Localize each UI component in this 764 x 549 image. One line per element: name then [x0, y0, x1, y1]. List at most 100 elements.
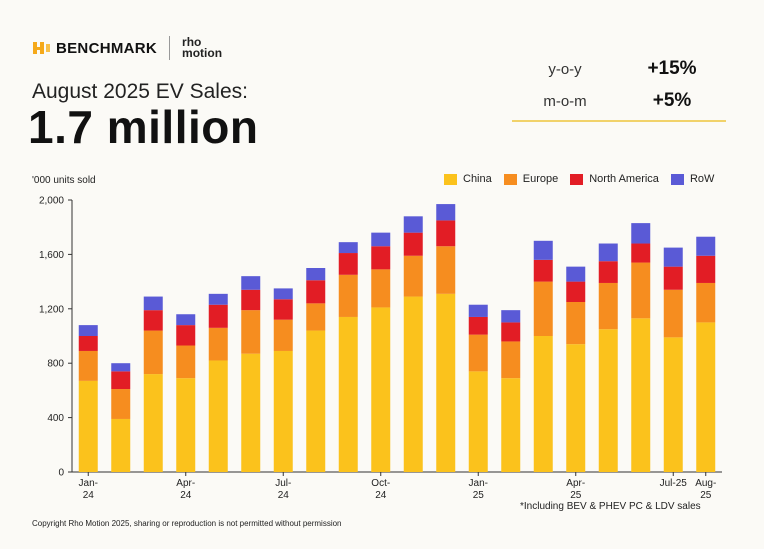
rho-motion-wordmark: rho motion [182, 35, 223, 60]
bar-segment-china [696, 322, 716, 472]
y-tick-label: 1,600 [39, 250, 64, 261]
bar-segment-china [468, 371, 488, 472]
brand-logos: BENCHMARK rho motion [32, 36, 222, 60]
bar-segment-north-america [501, 322, 521, 342]
bar-segment-europe [696, 282, 716, 323]
bar-segment-china [566, 344, 586, 472]
bar-segment-row [403, 216, 423, 233]
bar-segment-china [533, 336, 553, 472]
page-subtitle: August 2025 EV Sales: [32, 80, 248, 103]
bar-segment-china [663, 337, 683, 472]
x-tick-label: 24 [83, 490, 95, 501]
kpi-label: m-o-m [543, 92, 587, 110]
bar-segment-europe [273, 319, 293, 351]
bar-segment-europe [403, 255, 423, 297]
bar-segment-row [566, 266, 586, 282]
x-tick-label: 24 [278, 490, 290, 501]
bar-segment-china [436, 293, 456, 472]
bar-segment-europe [566, 302, 586, 345]
kpi-row-mom: m-o-m +5% [512, 86, 726, 116]
bar-segment-china [306, 330, 326, 472]
bar-segment-north-america [371, 246, 391, 270]
bar-segment-europe [338, 274, 358, 317]
bar-segment-europe [143, 330, 163, 375]
footnote: *Including BEV & PHEV PC & LDV sales [520, 501, 701, 512]
bar-segment-europe [371, 269, 391, 308]
bar-segment-north-america [533, 259, 553, 282]
bar-segment-europe [208, 327, 228, 361]
x-tick-label: 25 [700, 490, 712, 501]
bar-segment-europe [501, 341, 521, 379]
bar-segment-china [176, 378, 196, 472]
x-tick-label: 24 [180, 490, 192, 501]
bar-segment-europe [533, 281, 553, 336]
legend-label: RoW [689, 173, 715, 185]
legend-label: Europe [522, 173, 559, 185]
legend-item-north-america: North America [570, 173, 659, 185]
legend-swatch [570, 173, 584, 185]
x-tick-label: Jul-25 [660, 478, 688, 489]
bar-segment-china [241, 353, 261, 472]
x-tick-label: 25 [473, 490, 485, 501]
bar-segment-north-america [306, 280, 326, 304]
bar-segment-row [306, 268, 326, 281]
kpi-label: y-o-y [548, 60, 582, 78]
bar-segment-china [598, 329, 618, 472]
rho-line2: motion [182, 46, 223, 60]
bar-segment-europe [598, 282, 618, 330]
x-tick-label: Jan- [469, 478, 488, 489]
bar-segment-north-america [403, 232, 423, 256]
bar-segment-north-america [696, 255, 716, 283]
bar-segment-row [533, 240, 553, 260]
kpi-panel: y-o-y +15% m-o-m +5% [512, 54, 726, 122]
bar-segment-north-america [338, 253, 358, 275]
bar-segment-china [78, 380, 98, 472]
bar-segment-china [403, 296, 423, 472]
bar-segment-row [501, 310, 521, 323]
bar-segment-europe [306, 303, 326, 331]
bar-segment-row [338, 242, 358, 254]
bar-segment-europe [78, 350, 98, 381]
kpi-value: +15% [647, 58, 697, 79]
copyright-notice: Copyright Rho Motion 2025, sharing or re… [32, 519, 342, 528]
bar-segment-north-america [598, 261, 618, 283]
headline-total: 1.7 million [28, 101, 259, 153]
bar-segment-row [208, 293, 228, 305]
y-tick-label: 1,200 [39, 304, 64, 315]
x-tick-label: 25 [570, 490, 582, 501]
legend-item-europe: Europe [503, 173, 559, 185]
benchmark-wordmark: BENCHMARK [56, 39, 158, 57]
bar-segment-china [338, 316, 358, 472]
x-tick-label: Apr- [176, 478, 195, 489]
x-tick-label: Oct- [371, 478, 390, 489]
bar-segment-north-america [78, 336, 98, 351]
bar-segment-north-america [111, 371, 131, 390]
bar-segment-row [176, 314, 196, 326]
legend-item-row: RoW [670, 173, 715, 185]
logo-divider [169, 36, 171, 60]
bar-segment-china [631, 318, 651, 472]
bar-segment-north-america [241, 289, 261, 311]
bar-segment-north-america [468, 316, 488, 335]
bar-segment-europe [241, 310, 261, 354]
bar-segment-europe [436, 246, 456, 294]
legend-label: North America [589, 173, 659, 185]
legend-swatch [503, 173, 517, 185]
bar-segment-europe [468, 334, 488, 372]
bar-segment-row [598, 243, 618, 262]
bar-segment-row [273, 288, 293, 300]
benchmark-logo-icon [32, 40, 52, 56]
y-tick-label: 400 [47, 413, 64, 424]
bar-segment-china [111, 418, 131, 472]
bar-segment-row [468, 304, 488, 317]
y-tick-label: 2,000 [39, 196, 64, 207]
bar-segment-north-america [273, 299, 293, 320]
bar-segment-row [631, 223, 651, 244]
bar-segment-north-america [208, 304, 228, 328]
bar-segment-europe [631, 262, 651, 319]
bar-segment-china [208, 360, 228, 472]
rho-line1: rho [182, 35, 202, 49]
legend-swatch [670, 173, 684, 185]
bar-segment-row [663, 247, 683, 267]
